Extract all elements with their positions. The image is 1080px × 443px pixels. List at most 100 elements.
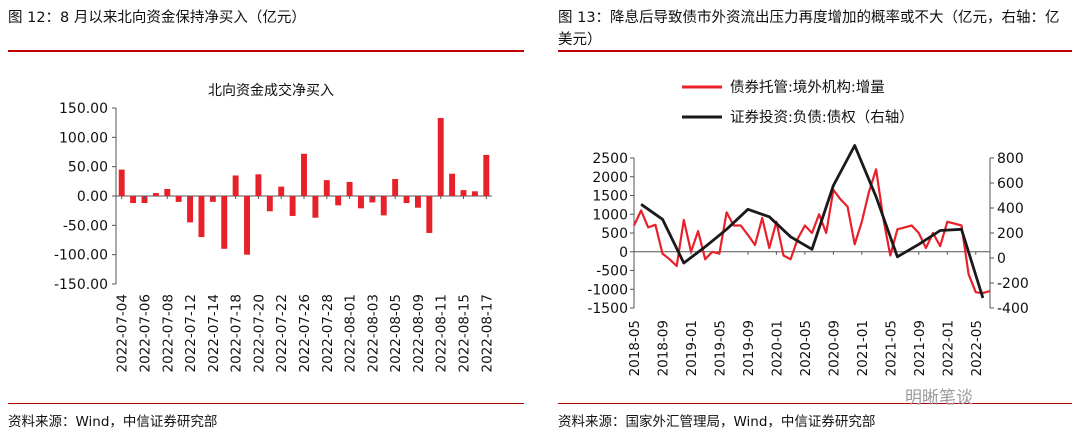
right-title-rule (558, 50, 1072, 52)
right-x-tick-label: 2021-05 (883, 320, 899, 376)
left-bar (380, 196, 387, 216)
left-bar (403, 196, 410, 204)
right-series-line-1 (633, 168, 991, 295)
right-right-y-tick-label: 0 (997, 251, 1006, 267)
left-y-tick-label: 50.00 (68, 160, 108, 176)
right-source-note: 资料来源：国家外汇管理局，Wind，中信证券研究部 (558, 414, 876, 430)
watermark-text: 明晰笔谈 (905, 388, 973, 408)
left-x-tick-label: 2022-07-18 (229, 294, 245, 372)
right-x-tick-label: 2019-05 (712, 320, 728, 376)
left-bar (255, 174, 262, 196)
left-bar (289, 196, 296, 216)
left-y-tick-label: -100.00 (54, 248, 108, 264)
left-bar (369, 196, 376, 203)
right-left-y-tick-label: 0 (619, 245, 628, 261)
left-bar (392, 178, 399, 196)
left-bar-chart: 北向资金成交净买入 150.00 100.00 50.00 0.00 -50.00 -10… (54, 82, 495, 372)
right-left-y-tick-label: 500 (601, 226, 628, 242)
legend-label-1: 债券托管:境外机构:增量 (730, 78, 885, 96)
right-series-line-2 (640, 144, 985, 299)
left-title-rule (8, 50, 524, 52)
left-bar (335, 196, 342, 206)
right-x-tick-label: 2019-01 (684, 320, 700, 376)
left-bar (187, 196, 194, 223)
left-bar (426, 196, 433, 233)
left-y-tick-label: 100.00 (59, 130, 108, 146)
left-x-tick-label: 2022-07-26 (297, 294, 313, 372)
left-bar (266, 196, 273, 212)
right-right-y-tick-label: 400 (997, 201, 1024, 217)
left-bar (278, 186, 285, 196)
right-left-y-tick-label: 2000 (592, 170, 628, 186)
right-line-chart: 25002000150010005000-500-1000-1500800600… (587, 78, 1029, 376)
right-footer-rule (558, 403, 1072, 404)
right-x-tick-label: 2021-01 (855, 320, 871, 376)
right-left-y-tick-label: -500 (596, 264, 628, 280)
left-x-tick-label: 2022-07-12 (183, 294, 199, 372)
right-x-tick-label: 2019-09 (741, 320, 757, 376)
left-figure-title: 图 12：8 月以来北向资金保持净买入（亿元） (8, 10, 306, 26)
left-x-tick-label: 2022-08-11 (434, 294, 450, 372)
left-x-tick-label: 2022-08-09 (411, 294, 427, 372)
right-right-y-tick-label: 200 (997, 226, 1024, 242)
left-bar (483, 154, 490, 196)
left-bar (232, 175, 239, 196)
left-footer-rule (8, 403, 524, 404)
left-bar (152, 193, 159, 196)
left-bar (358, 196, 364, 209)
left-x-tick-label: 2022-08-01 (343, 294, 359, 372)
left-bar (164, 188, 171, 196)
left-x-tick-label: 2022-07-06 (137, 294, 153, 372)
left-bar (198, 196, 205, 238)
left-bar (449, 173, 456, 196)
left-bar (346, 181, 353, 196)
left-x-tick-label: 2022-07-22 (274, 294, 290, 372)
left-bar (118, 169, 125, 196)
right-right-y-tick-label: -400 (997, 301, 1029, 317)
left-x-tick-label: 2022-08-03 (365, 294, 381, 372)
right-left-y-tick-label: -1000 (587, 282, 628, 298)
left-y-tick-label: -150.00 (54, 277, 108, 293)
left-bar (414, 196, 421, 208)
left-bar (460, 190, 467, 196)
left-x-tick-label: 2022-08-17 (479, 294, 495, 372)
left-bar (301, 153, 307, 196)
right-left-y-tick-label: 2500 (592, 151, 628, 167)
right-left-y-tick-label: 1500 (592, 189, 628, 205)
left-y-tick-label: 0.00 (77, 189, 108, 205)
left-bar (244, 196, 250, 255)
right-right-y-tick-label: -200 (997, 276, 1029, 292)
right-figure-title: 图 13：降息后导致债市外资流出压力再度增加的概率或不大（亿元，右轴：亿美元） (558, 10, 1060, 48)
right-x-tick-label: 2020-01 (769, 320, 785, 376)
right-x-tick-label: 2022-01 (940, 320, 956, 376)
left-bar (221, 196, 228, 249)
left-x-tick-label: 2022-07-28 (320, 294, 336, 372)
left-x-tick-label: 2022-08-05 (388, 294, 404, 372)
right-right-y-tick-label: 800 (997, 151, 1024, 167)
left-bar (471, 191, 478, 196)
legend-label-2: 证券投资:负债:债权（右轴） (730, 109, 914, 126)
left-x-tick-label: 2022-07-08 (160, 294, 176, 372)
right-x-tick-label: 2020-09 (826, 320, 842, 376)
left-y-tick-label: -50.00 (63, 218, 108, 234)
left-source-note: 资料来源：Wind，中信证券研究部 (8, 414, 218, 430)
left-bar (175, 196, 182, 202)
right-right-y-tick-label: 600 (997, 176, 1024, 192)
left-chart-title: 北向资金成交净买入 (208, 82, 334, 99)
left-x-tick-label: 2022-07-20 (251, 294, 267, 372)
right-x-tick-label: 2022-05 (969, 320, 985, 376)
left-y-tick-label: 150.00 (59, 101, 108, 117)
left-bar (323, 180, 330, 196)
right-x-tick-label: 2020-05 (798, 320, 814, 376)
left-bar (437, 117, 444, 196)
left-bar (141, 196, 148, 204)
right-x-tick-label: 2018-05 (627, 320, 643, 376)
right-left-y-tick-label: -1500 (587, 301, 628, 317)
right-x-tick-label: 2021-09 (912, 320, 928, 376)
right-x-tick-label: 2018-09 (655, 320, 671, 376)
left-bar (312, 196, 319, 218)
right-left-y-tick-label: 1000 (592, 207, 628, 223)
left-x-tick-label: 2022-07-14 (206, 294, 222, 372)
left-x-tick-label: 2022-08-15 (457, 294, 473, 372)
left-bar (130, 196, 137, 204)
